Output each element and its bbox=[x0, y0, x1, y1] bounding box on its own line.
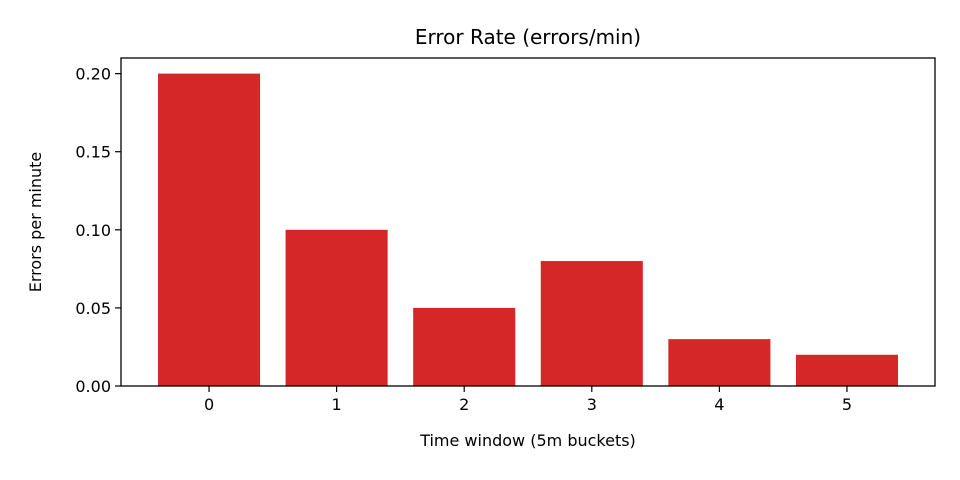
x-tick-label: 2 bbox=[459, 395, 469, 414]
x-tick-label: 4 bbox=[714, 395, 724, 414]
bar-4 bbox=[668, 339, 771, 386]
x-axis-label: Time window (5m buckets) bbox=[419, 431, 636, 450]
y-tick-label: 0.00 bbox=[75, 377, 111, 396]
bar-2 bbox=[413, 307, 516, 386]
x-tick-label: 1 bbox=[332, 395, 342, 414]
y-tick-label: 0.20 bbox=[75, 65, 111, 84]
bar-3 bbox=[540, 261, 643, 386]
bar-5 bbox=[795, 354, 898, 386]
y-axis-ticks: 0.00 0.05 0.10 0.15 0.20 bbox=[75, 65, 121, 396]
y-axis-label: Errors per minute bbox=[26, 152, 45, 293]
x-tick-label: 0 bbox=[204, 395, 214, 414]
x-tick-label: 5 bbox=[842, 395, 852, 414]
x-tick-label: 3 bbox=[587, 395, 597, 414]
bars-group bbox=[158, 73, 898, 386]
y-tick-label: 0.15 bbox=[75, 143, 111, 162]
chart-title: Error Rate (errors/min) bbox=[415, 25, 641, 49]
y-tick-label: 0.05 bbox=[75, 299, 111, 318]
bar-1 bbox=[285, 229, 388, 386]
x-axis-ticks: 0 1 2 3 4 5 bbox=[204, 386, 852, 414]
plot-frame bbox=[120, 57, 936, 387]
y-tick-label: 0.10 bbox=[75, 221, 111, 240]
bar-0 bbox=[158, 73, 261, 386]
